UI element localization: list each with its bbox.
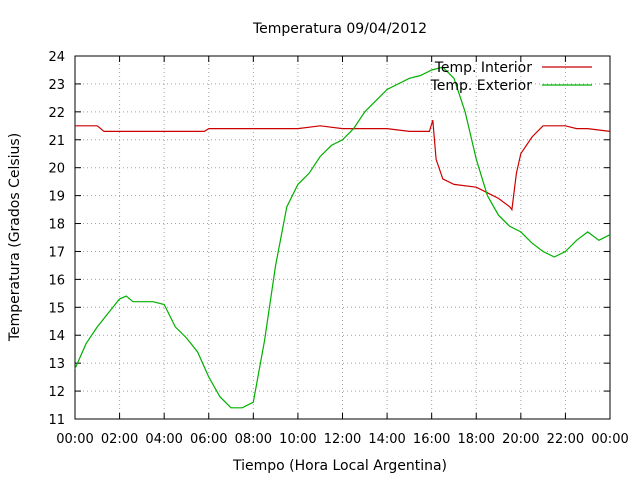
y-tick-label: 15	[48, 301, 65, 316]
y-tick-label: 14	[48, 329, 65, 344]
y-tick-label: 21	[48, 134, 65, 149]
y-tick-label: 24	[48, 50, 65, 65]
y-tick-label: 19	[48, 190, 65, 205]
legend: Temp. Interior Temp. Exterior	[430, 60, 592, 94]
chart-title: Temperatura 09/04/2012	[252, 21, 427, 37]
y-axis: 11 12 13 14 15 16 17 18 19 20 21 22 23 24	[48, 50, 610, 428]
x-tick-label: 00:00	[56, 432, 93, 447]
x-tick-label: 06:00	[190, 432, 227, 447]
x-tick-label: 12:00	[324, 432, 361, 447]
y-tick-label: 20	[48, 162, 65, 177]
grid-lines	[75, 56, 610, 419]
x-tick-label: 00:00	[591, 432, 628, 447]
series-lines	[74, 66, 611, 409]
y-tick-label: 18	[48, 218, 65, 233]
series-line-2	[74, 66, 611, 409]
y-tick-label: 13	[48, 357, 65, 372]
x-tick-label: 14:00	[368, 432, 405, 447]
x-tick-label: 16:00	[413, 432, 450, 447]
x-tick-label: 20:00	[502, 432, 539, 447]
series-line-1	[75, 120, 611, 212]
x-axis: 00:00 02:00 04:00 06:00 08:00 10:00 12:00 14:00…	[56, 56, 629, 447]
x-tick-label: 02:00	[101, 432, 138, 447]
legend-label-2: Temp. Exterior	[430, 78, 533, 94]
y-tick-label: 17	[48, 245, 65, 260]
x-tick-label: 04:00	[145, 432, 182, 447]
x-tick-label: 18:00	[458, 432, 495, 447]
y-tick-label: 16	[48, 273, 65, 288]
y-tick-label: 11	[48, 413, 65, 428]
x-tick-label: 22:00	[547, 432, 584, 447]
y-tick-label: 23	[48, 78, 65, 93]
y-tick-label: 12	[48, 385, 65, 400]
y-tick-label: 22	[48, 106, 65, 121]
x-tick-label: 08:00	[235, 432, 272, 447]
legend-label-1: Temp. Interior	[434, 60, 533, 76]
y-axis-label: Temperatura (Grados Celsius)	[7, 133, 23, 342]
x-axis-label: Tiempo (Hora Local Argentina)	[232, 458, 447, 474]
x-tick-label: 10:00	[279, 432, 316, 447]
